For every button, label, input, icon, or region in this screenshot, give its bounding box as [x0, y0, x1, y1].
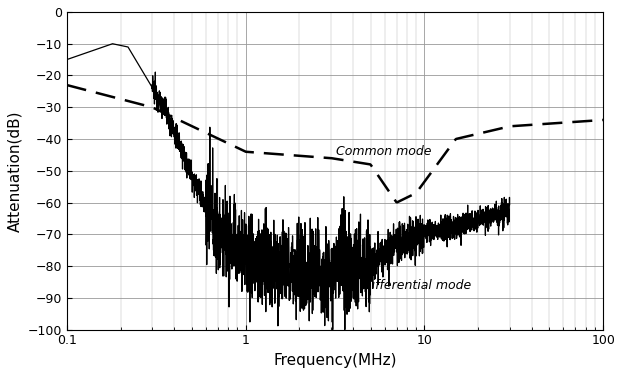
Text: Common mode: Common mode — [336, 145, 431, 158]
X-axis label: Frequency(MHz): Frequency(MHz) — [273, 353, 397, 368]
Text: Differential mode: Differential mode — [363, 279, 471, 292]
Y-axis label: Attenuation(dB): Attenuation(dB) — [7, 110, 22, 231]
